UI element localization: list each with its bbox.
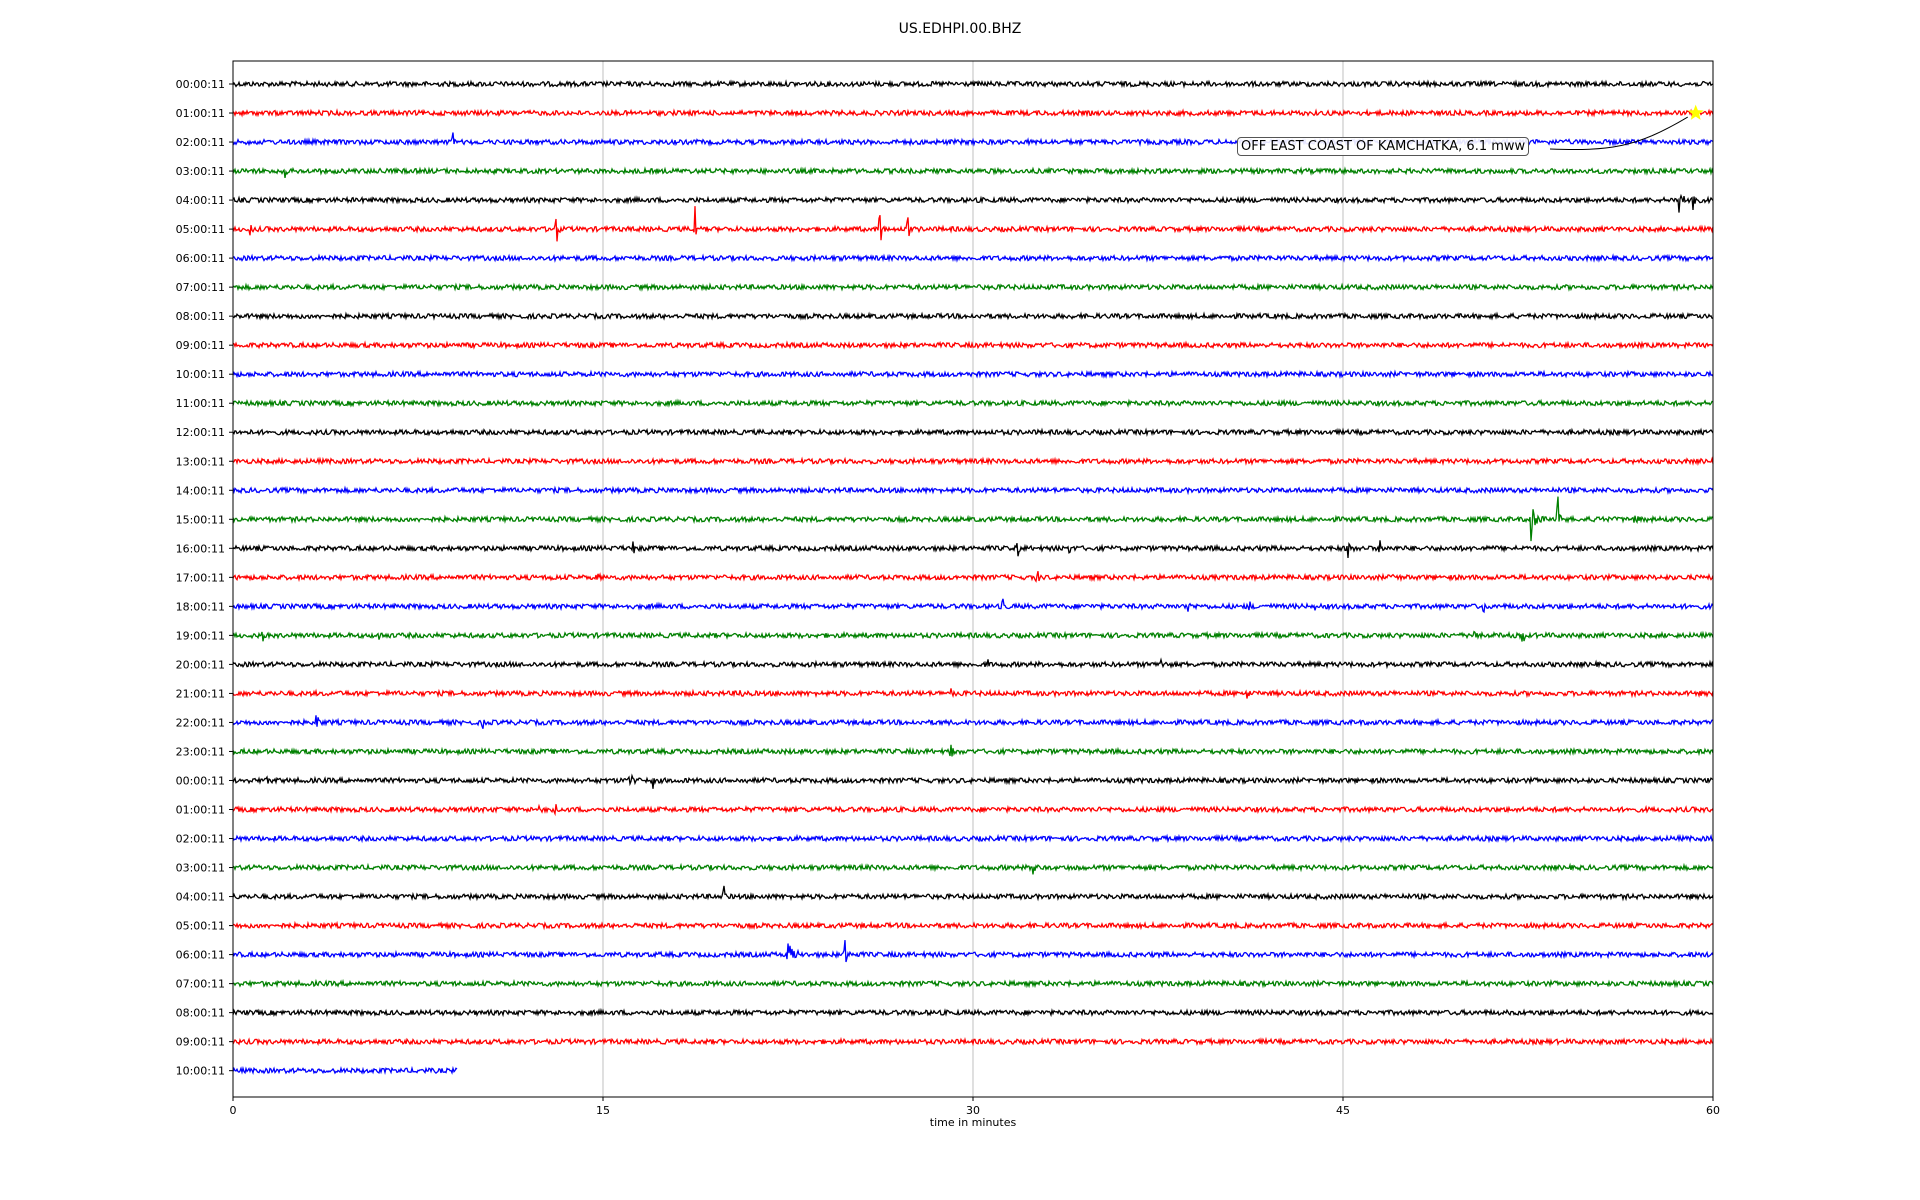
y-tick-label: 02:00:11 — [176, 833, 225, 846]
y-tick-label: 15:00:11 — [176, 513, 225, 526]
trace-line — [232, 79, 1714, 89]
trace-line — [232, 282, 1714, 292]
y-tick-label: 23:00:11 — [176, 745, 225, 758]
trace-line — [232, 496, 1714, 542]
x-tick-label: 0 — [230, 1104, 237, 1117]
trace-line — [232, 369, 1714, 380]
y-tick-label: 06:00:11 — [176, 949, 225, 962]
trace-line — [232, 1007, 1714, 1018]
y-tick-label: 06:00:11 — [176, 252, 225, 265]
trace-line — [232, 862, 1714, 875]
y-tick-label: 19:00:11 — [176, 629, 225, 642]
trace-line — [232, 571, 1714, 583]
annotation-connector — [1549, 116, 1688, 151]
y-tick-label: 17:00:11 — [176, 571, 225, 584]
trace-line — [232, 108, 1714, 118]
trace-line — [232, 688, 1714, 699]
y-tick-labels: 00:00:11 01:00:11 02:00:11 03:00:11 04:00:11… — [176, 78, 233, 1078]
trace-line — [232, 978, 1714, 989]
x-tick-label: 30 — [966, 1104, 980, 1117]
event-annotation — [1549, 104, 1704, 151]
y-tick-label: 04:00:11 — [176, 891, 225, 904]
y-tick-label: 18:00:11 — [176, 600, 225, 613]
trace-line — [232, 803, 1714, 817]
trace-line — [232, 206, 1714, 242]
trace-line — [232, 166, 1714, 179]
y-tick-label: 01:00:11 — [176, 107, 225, 120]
y-tick-label: 07:00:11 — [176, 978, 225, 991]
event-star-marker — [1687, 104, 1704, 120]
x-tick-label: 45 — [1336, 1104, 1350, 1117]
y-tick-label: 03:00:11 — [176, 165, 225, 178]
trace-line — [232, 398, 1714, 409]
y-tick-label: 07:00:11 — [176, 281, 225, 294]
y-tick-label: 11:00:11 — [176, 397, 225, 410]
x-tick-label: 15 — [596, 1104, 610, 1117]
y-tick-label: 00:00:11 — [176, 774, 225, 787]
trace-line — [232, 715, 1713, 729]
trace-line — [232, 253, 1714, 263]
y-tick-label: 10:00:11 — [176, 368, 225, 381]
trace-line — [232, 940, 1714, 963]
y-tick-label: 16:00:11 — [176, 542, 225, 555]
y-tick-label: 20:00:11 — [176, 658, 225, 671]
y-tick-label: 00:00:11 — [176, 78, 225, 91]
y-tick-label: 05:00:11 — [176, 223, 225, 236]
trace-line — [232, 920, 1714, 931]
trace-line — [232, 1065, 458, 1076]
event-label: OFF EAST COAST OF KAMCHATKA, 6.1 mww — [1237, 137, 1530, 156]
trace-line — [232, 630, 1714, 642]
y-tick-label: 02:00:11 — [176, 136, 225, 149]
y-tick-label: 12:00:11 — [176, 426, 225, 439]
trace-line — [232, 598, 1714, 614]
y-tick-label: 08:00:11 — [176, 1007, 225, 1020]
trace-line — [232, 340, 1714, 350]
trace-line — [232, 485, 1714, 496]
trace-line — [232, 833, 1714, 844]
trace-line — [232, 657, 1714, 670]
plot-frame — [232, 60, 1714, 1098]
trace-line — [232, 744, 1714, 757]
y-tick-label: 14:00:11 — [176, 484, 225, 497]
y-tick-label: 13:00:11 — [176, 455, 225, 468]
x-axis-label: time in minutes — [929, 1116, 1017, 1129]
chart-title: US.EDHPI.00.BHZ — [898, 21, 1022, 37]
trace-line — [232, 193, 1714, 213]
y-tick-label: 04:00:11 — [176, 194, 225, 207]
y-tick-label: 09:00:11 — [176, 1036, 225, 1049]
trace-line — [232, 540, 1714, 558]
trace-line — [232, 773, 1714, 789]
y-tick-label: 22:00:11 — [176, 716, 225, 729]
y-tick-label: 03:00:11 — [176, 862, 225, 875]
trace-line — [232, 427, 1714, 438]
trace-layer — [232, 79, 1714, 1076]
trace-line — [232, 1036, 1714, 1047]
y-tick-label: 01:00:11 — [176, 804, 225, 817]
y-tick-label: 21:00:11 — [176, 687, 225, 700]
y-tick-label: 08:00:11 — [176, 310, 225, 323]
trace-line — [232, 311, 1714, 321]
x-ticks: 0 15 30 45 60 — [230, 1097, 1720, 1117]
y-tick-label: 09:00:11 — [176, 339, 225, 352]
y-tick-label: 05:00:11 — [176, 920, 225, 933]
trace-line — [232, 456, 1714, 467]
x-tick-label: 60 — [1706, 1104, 1720, 1117]
y-tick-label: 10:00:11 — [176, 1065, 225, 1078]
trace-line — [232, 885, 1714, 902]
